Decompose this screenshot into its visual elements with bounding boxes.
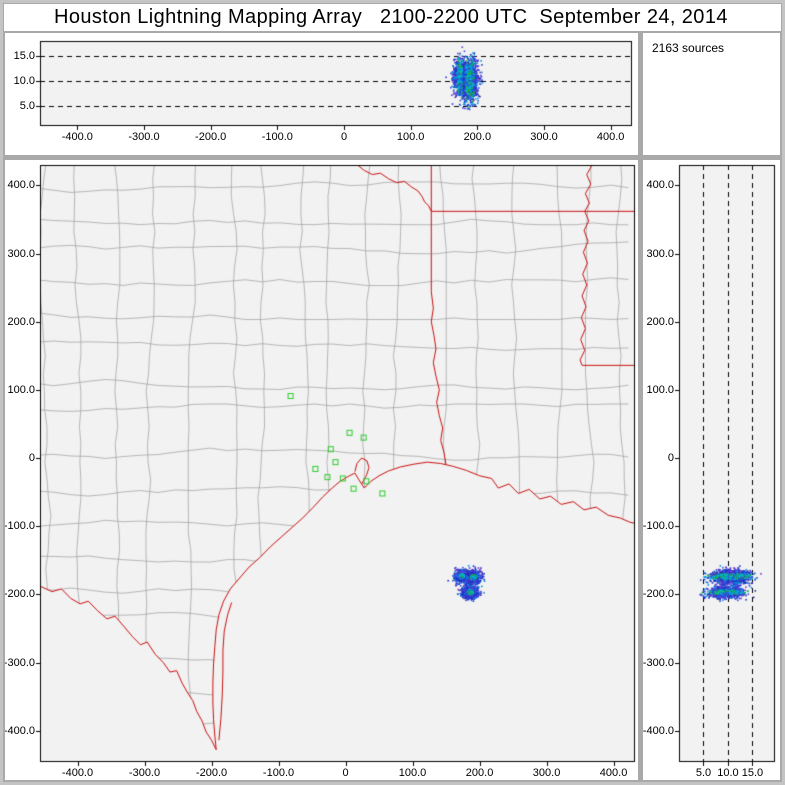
altitude-ns-plot[interactable] — [643, 160, 780, 780]
window-title: Houston Lightning Mapping Array 2100-220… — [54, 6, 728, 28]
title-bar: Houston Lightning Mapping Array 2100-220… — [4, 4, 781, 31]
altitude-ew-plot[interactable] — [5, 33, 638, 155]
plan-view-plot[interactable] — [5, 160, 638, 780]
panel-altitude-vs-north-south: 5.0 10.0 15.0 400.0 300.0 200.0 100.0 0 -100.0 -2… — [643, 160, 780, 780]
panel-source-count: 2163 sources — [643, 33, 780, 155]
sources-count-label: 2163 sources — [652, 41, 725, 55]
panel-plan-view-map: -400.0 -300.0 -200.0 -100.0 0 100.0 200.0 300.0… — [5, 160, 638, 780]
panel-altitude-vs-east-west: -400.0 -300.0 -200.0 -100.0 0 100.0 200.0 300.0… — [5, 33, 638, 155]
